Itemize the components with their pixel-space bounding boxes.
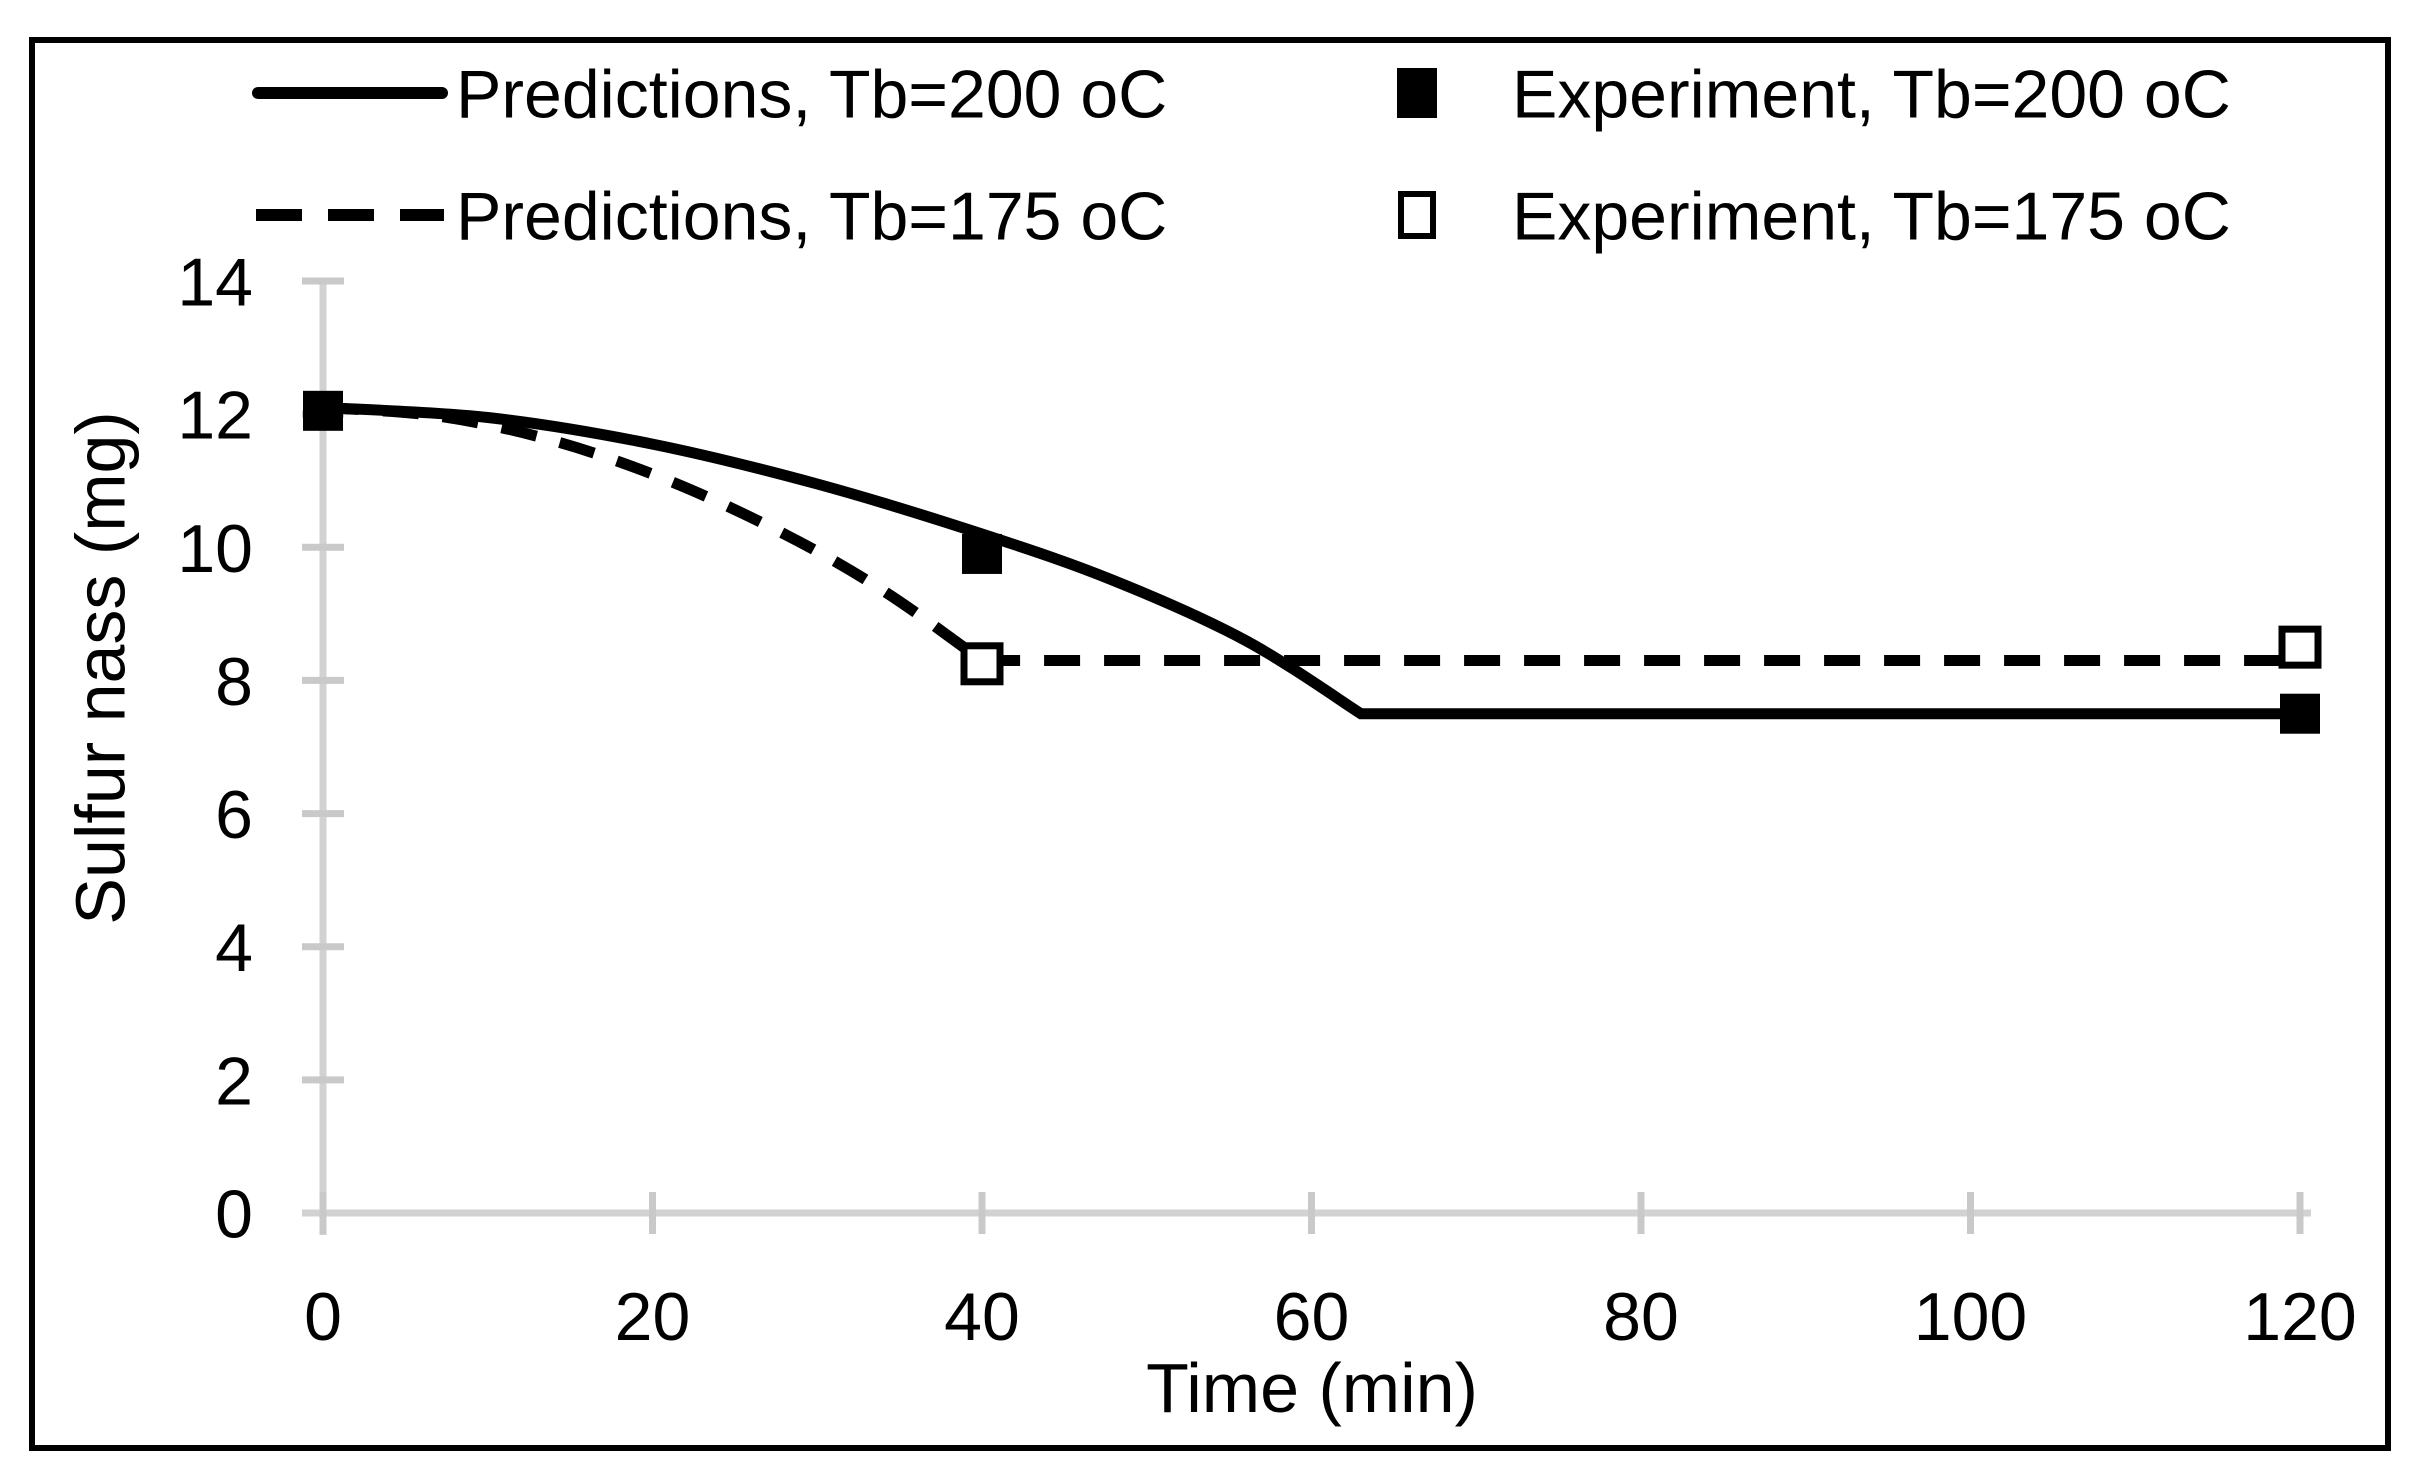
y-axis: 0 2 4 6 8 10 12 14: [177, 244, 344, 1252]
legend-label: Predictions, Tb=200 oC: [456, 56, 1167, 132]
x-tick-label: 40: [944, 1279, 1020, 1355]
y-tick-label: 8: [215, 644, 253, 720]
y-tick-label: 14: [177, 244, 253, 320]
y-tick-label: 4: [215, 910, 253, 986]
legend-label: Predictions, Tb=175 oC: [456, 178, 1167, 254]
filled-square-marker: [962, 533, 1002, 574]
y-tick-label: 12: [177, 378, 253, 454]
legend-item-predictions-tb200: Predictions, Tb=200 oC: [252, 56, 1167, 132]
y-axis-title: Sulfur nass (mg): [62, 411, 140, 924]
legend-label: Experiment, Tb=200 oC: [1512, 56, 2231, 132]
legend-item-predictions-tb175: Predictions, Tb=175 oC: [256, 178, 1167, 254]
x-tick-label: 0: [304, 1279, 342, 1355]
x-axis: 0 20 40 60 80 100 120: [302, 1192, 2357, 1355]
legend-item-experiment-tb200: Experiment, Tb=200 oC: [1397, 56, 2231, 132]
y-tick-label: 6: [215, 777, 253, 853]
filled-square-swatch: [1397, 68, 1437, 118]
open-square-marker: [960, 642, 1004, 686]
open-square-swatch: [1398, 191, 1436, 239]
y-tick-label: 10: [177, 511, 253, 587]
filled-square-marker: [2280, 693, 2320, 734]
legend-label: Experiment, Tb=175 oC: [1512, 178, 2231, 254]
y-tick-label: 0: [215, 1176, 253, 1252]
legend-item-experiment-tb175: Experiment, Tb=175 oC: [1398, 178, 2231, 254]
x-tick-label: 100: [1914, 1279, 2027, 1355]
prediction-line-tb200: [317, 402, 2306, 720]
open-square-marker: [2278, 625, 2322, 669]
filled-square-marker: [303, 390, 343, 431]
experiment-markers-tb200: [303, 390, 2320, 734]
experiment-markers-tb175: [960, 625, 2322, 686]
prediction-line-tb175: [322, 402, 2300, 666]
x-axis-title: Time (min): [1146, 1349, 1478, 1427]
legend: Predictions, Tb=200 oC Predictions, Tb=1…: [252, 56, 2231, 254]
x-tick-label: 80: [1603, 1279, 1679, 1355]
y-tick-label: 2: [215, 1043, 253, 1119]
x-tick-label: 20: [615, 1279, 691, 1355]
x-tick-label: 60: [1274, 1279, 1350, 1355]
x-tick-label: 120: [2243, 1279, 2356, 1355]
